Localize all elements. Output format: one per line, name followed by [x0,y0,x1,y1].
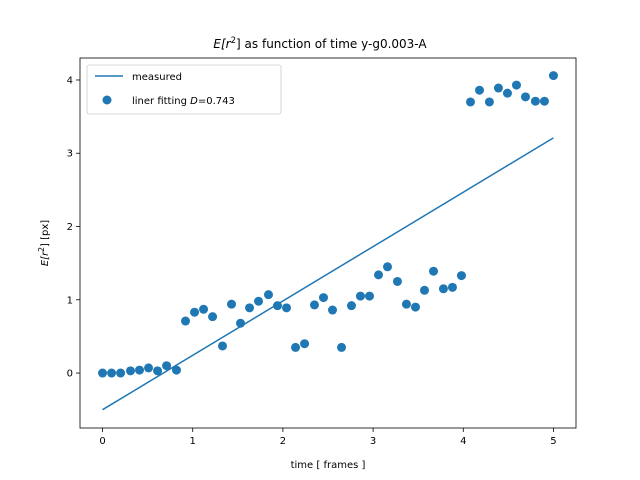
data-point [190,307,200,317]
chart-title-e: E[r [213,37,231,51]
legend: measured liner fitting D=0.743 [86,64,282,115]
legend-marker-swatch [102,95,112,105]
fitting-points-series [98,71,558,378]
data-point [291,342,301,352]
x-tick-label: 2 [280,436,286,447]
legend-label-fitting: liner fitting D=0.743 [132,96,235,107]
data-point [171,365,181,375]
data-point [548,71,558,81]
data-point [511,80,521,90]
data-point [181,316,191,326]
y-tick-label: 3 [67,149,73,160]
legend-box [86,64,282,115]
data-point [107,368,117,378]
data-point [429,266,439,276]
data-point [318,293,328,303]
x-tick-label: 5 [550,436,556,447]
data-point [392,276,402,286]
measured-line [102,137,554,411]
data-point [309,300,319,310]
data-point [539,96,549,106]
data-point [227,299,237,309]
measured-series [102,137,554,411]
data-point [254,296,264,306]
y-label-sup: 2 [37,247,46,252]
legend-fitting-var: D [190,96,198,107]
data-point [493,83,503,93]
data-point [419,285,429,295]
data-point [465,97,475,107]
y-label-e: E[r [40,251,51,266]
legend-fitting-text: liner fitting [132,96,190,107]
data-point [153,366,163,376]
y-tick-label: 1 [67,295,73,306]
y-label-rest: ] [px] [40,220,51,247]
axes-frame [79,57,577,429]
data-point [199,304,209,314]
data-point [208,312,218,322]
chart-title-sup: 2 [231,36,236,46]
y-tick-label: 0 [67,369,73,380]
data-point [126,366,136,376]
plot-area [79,57,577,429]
data-point [217,341,227,351]
data-point [484,97,494,107]
x-axis: 0 1 2 3 4 5 [99,428,557,447]
data-point [337,342,347,352]
x-tick-label: 0 [99,436,105,447]
data-point [410,302,420,312]
data-point [530,96,540,106]
data-point [502,88,512,98]
data-point [364,291,374,301]
x-tick-label: 1 [190,436,196,447]
legend-fitting-value: =0.743 [198,96,235,107]
data-point [263,290,273,300]
data-point [144,363,154,373]
data-point [135,365,145,375]
data-point [374,270,384,280]
data-point [438,284,448,294]
data-point [245,303,255,313]
data-point [456,271,466,281]
data-point [272,301,282,311]
data-point [355,291,365,301]
x-axis-label: time [ frames ] [291,460,366,471]
data-point [116,368,126,378]
data-point [475,85,485,95]
data-point [447,282,457,292]
chart-title-rest: ] as function of time y-g0.003-A [236,37,427,51]
y-axis: 0 1 2 3 4 [67,75,80,380]
y-tick-label: 4 [67,75,73,86]
data-point [300,339,310,349]
data-point [520,92,530,102]
x-tick-label: 4 [460,436,466,447]
data-point [383,262,393,272]
data-point [282,303,292,313]
y-tick-label: 2 [67,222,73,233]
chart-title: E[r2] as function of time y-g0.003-A [213,36,427,51]
data-point [162,361,172,371]
data-point [236,318,246,328]
data-point [401,299,411,309]
x-tick-label: 3 [370,436,376,447]
data-point [328,305,338,315]
data-point [346,301,356,311]
y-axis-label: E[r2] [px] [37,220,51,266]
legend-label-measured: measured [132,72,182,83]
data-point [98,368,108,378]
